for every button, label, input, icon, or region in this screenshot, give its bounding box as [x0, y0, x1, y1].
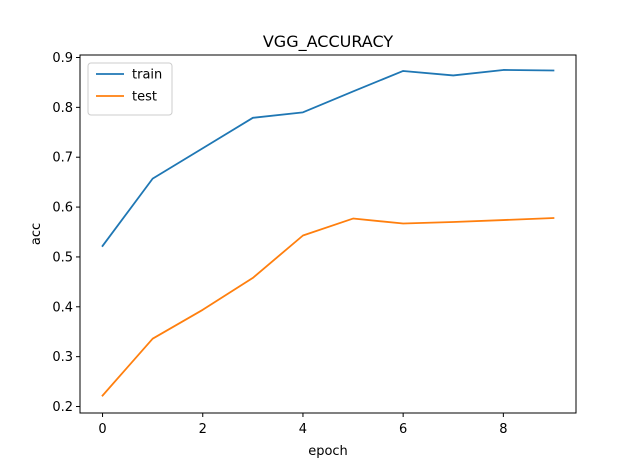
chart-title: VGG_ACCURACY [263, 32, 393, 52]
y-tick-label: 0.8 [52, 101, 73, 116]
series-line-train [101, 69, 555, 248]
y-tick-label: 0.4 [52, 300, 73, 315]
legend-label-test: test [132, 90, 157, 105]
y-tick-label: 0.6 [52, 201, 73, 216]
plot-frame [79, 54, 577, 414]
x-tick-label: 8 [499, 422, 507, 437]
y-tick-label: 0.3 [52, 350, 73, 365]
legend: train test [87, 62, 173, 116]
x-tick-label: 0 [98, 422, 106, 437]
y-tick-label: 0.5 [52, 250, 73, 265]
x-axis-label: epoch [308, 444, 348, 459]
x-tick-label: 4 [299, 422, 307, 437]
legend-label-train: train [132, 68, 162, 83]
y-tick-label: 0.9 [52, 51, 73, 66]
legend-box [87, 62, 173, 116]
x-axis-ticks: 0 2 4 6 8 [98, 413, 507, 437]
y-axis-label: acc [29, 223, 44, 245]
series-line-test [101, 217, 555, 397]
plot-area [79, 54, 577, 414]
y-tick-label: 0.2 [52, 400, 73, 415]
y-tick-label: 0.7 [52, 151, 73, 166]
x-tick-label: 2 [199, 422, 207, 437]
series-layer [101, 69, 555, 397]
y-axis-ticks: 0.2 0.3 0.4 0.5 0.6 0.7 0.8 0.9 [52, 51, 80, 415]
x-tick-label: 6 [399, 422, 407, 437]
